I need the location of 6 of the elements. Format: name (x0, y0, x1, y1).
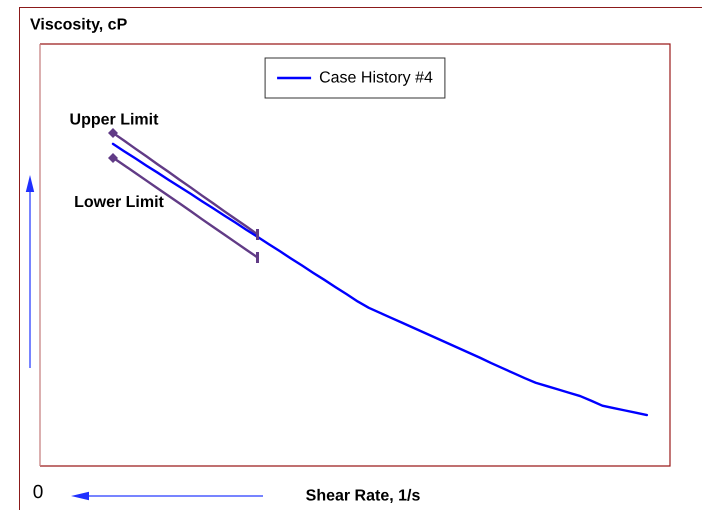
legend-label: Case History #4 (319, 69, 434, 86)
series-label: Upper Limit (70, 111, 160, 128)
text: 0 (32, 482, 44, 504)
series-label: Lower Limit (74, 194, 165, 211)
x-axis-title: Shear Rate, 1/s (306, 487, 420, 504)
text: Viscosity, cP (30, 16, 128, 34)
